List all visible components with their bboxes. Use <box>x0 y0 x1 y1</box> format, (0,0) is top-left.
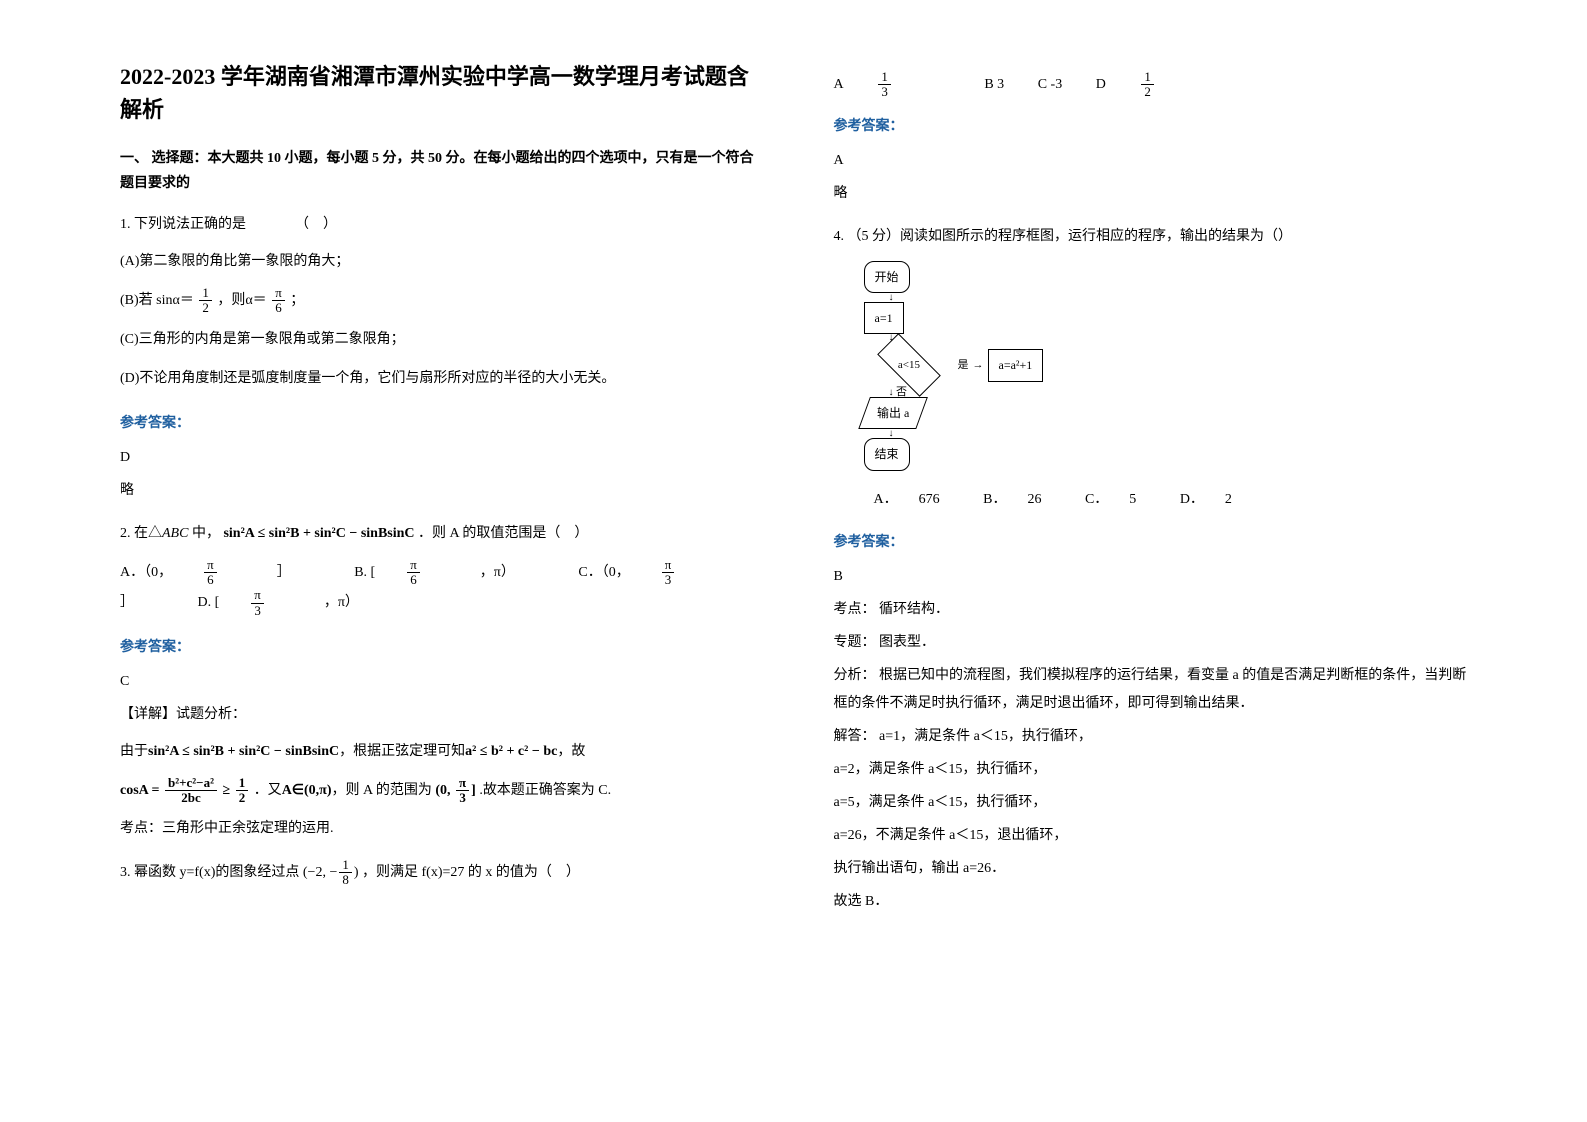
q2-detail1: 由于sin²A ≤ sin²B + sin²C − sinBsinC，根据正弦定… <box>120 737 754 768</box>
flow-init: a=1 <box>864 302 904 334</box>
q2-note: 考点：三角形中正余弦定理的运用. <box>120 815 754 843</box>
q4-zhuanti: 专题： 图表型． <box>834 629 1468 657</box>
q2-detail2: cosA = b²+c²−a²2bc ≥ 12 ．又A∈(0,π)，则 A 的范… <box>120 776 754 807</box>
q1-optD: (D)不论用角度制还是弧度制度量一个角，它们与扇形所对应的半径的大小无关。 <box>120 364 754 395</box>
q2-detail-label: 【详解】试题分析： <box>120 701 754 729</box>
q2-options: A．（0，π6］ B. [π6，π） C．（0，π3］ D. [π3，π） <box>120 558 754 620</box>
answer-label: 参考答案： <box>120 634 754 662</box>
q1-optA: (A)第二象限的角比第一象限的角大； <box>120 247 754 278</box>
q1-stem: 1. 下列说法正确的是 （ ） <box>120 211 754 239</box>
question-3: 3. 幂函数 y=f(x)的图象经过点 (−2, −18) ，则满足 f(x)=… <box>120 858 754 888</box>
question-4: 4. （5 分）阅读如图所示的程序框图，运行相应的程序，输出的结果为（） 开始 … <box>834 223 1468 514</box>
q1-answer: D <box>120 444 754 472</box>
answer-label: 参考答案： <box>834 113 1468 141</box>
answer-label: 参考答案： <box>834 529 1468 557</box>
question-2: 2. 在△ABC 中， sin²A ≤ sin²B + sin²C − sinB… <box>120 520 754 620</box>
q4-stem: 4. （5 分）阅读如图所示的程序框图，运行相应的程序，输出的结果为（） <box>834 223 1468 251</box>
q3-answer: A <box>834 147 1468 175</box>
q4-jie5: 执行输出语句，输出 a=26． <box>834 855 1468 883</box>
left-column: 2022-2023 学年湖南省湘潭市潭州实验中学高一数学理月考试题含解析 一、 … <box>100 60 794 1082</box>
flow-output: 输出 a <box>858 397 928 429</box>
q4-options: A． 676 B． 26 C． 5 D． 2 <box>874 486 1468 514</box>
flow-end: 结束 <box>864 438 910 470</box>
q4-jie2: a=2，满足条件 a＜15，执行循环， <box>834 756 1468 784</box>
q2-answer: C <box>120 668 754 696</box>
flowchart: 开始 ↓ a=1 ↓ a<15 是 → a=a²+1 ↓ 否 输出 a ↓ 结束 <box>864 261 1468 471</box>
q1-optC: (C)三角形的内角是第一象限角或第二象限角； <box>120 325 754 356</box>
q3-options: A 13 B 3 C -3 D 12 <box>834 70 1468 101</box>
exam-title: 2022-2023 学年湖南省湘潭市潭州实验中学高一数学理月考试题含解析 <box>120 60 754 126</box>
q4-jie1: 解答： a=1，满足条件 a＜15，执行循环， <box>834 723 1468 751</box>
q3-note: 略 <box>834 180 1468 208</box>
q4-kaodian: 考点： 循环结构． <box>834 596 1468 624</box>
flow-update: a=a²+1 <box>988 349 1044 381</box>
q1-note: 略 <box>120 477 754 505</box>
q4-fenxi: 分析： 根据已知中的流程图，我们模拟程序的运行结果，看变量 a 的值是否满足判断… <box>834 662 1468 718</box>
flow-start: 开始 <box>864 261 910 293</box>
q2-stem: 2. 在△ABC 中， sin²A ≤ sin²B + sin²C − sinB… <box>120 520 754 548</box>
q4-jie6: 故选 B． <box>834 888 1468 916</box>
answer-label: 参考答案： <box>120 410 754 438</box>
q3-stem: 3. 幂函数 y=f(x)的图象经过点 (−2, −18) ，则满足 f(x)=… <box>120 858 754 888</box>
q1-optB: (B)若 sinα＝ 12 ，则α＝ π6 ； <box>120 286 754 317</box>
question-1: 1. 下列说法正确的是 （ ） (A)第二象限的角比第一象限的角大； (B)若 … <box>120 211 754 394</box>
q4-answer: B <box>834 563 1468 591</box>
q4-jie4: a=26，不满足条件 a＜15，退出循环， <box>834 822 1468 850</box>
section-1-title: 一、 选择题：本大题共 10 小题，每小题 5 分，共 50 分。在每小题给出的… <box>120 146 754 196</box>
right-column: A 13 B 3 C -3 D 12 参考答案： A 略 4. （5 分）阅读如… <box>794 60 1488 1082</box>
q4-jie3: a=5，满足条件 a＜15，执行循环， <box>834 789 1468 817</box>
